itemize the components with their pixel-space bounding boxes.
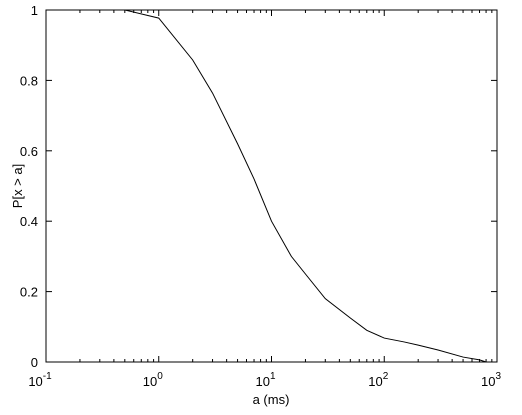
x-tick-exponent: -1 [43,371,52,382]
y-axis-label: P[x > a] [10,164,25,208]
x-tick-label: 101 [255,371,275,389]
x-tick-exponent: 0 [157,371,163,382]
y-tick-label: 1 [31,3,38,18]
y-tick-label: 0.8 [20,73,38,88]
x-tick-exponent: 1 [270,371,276,382]
x-tick-base: 10 [255,374,269,389]
x-tick-label: 102 [368,371,388,389]
x-tick-label: 10-1 [28,371,52,389]
x-tick-label: 103 [481,371,501,389]
data-line [124,9,487,363]
x-tick-base: 10 [368,374,382,389]
y-tick-label: 0.6 [20,144,38,159]
x-tick-base: 10 [481,374,495,389]
y-tick-label: 0.2 [20,285,38,300]
x-tick-label: 100 [143,371,163,389]
x-tick-exponent: 3 [495,371,501,382]
x-tick-base: 10 [28,374,42,389]
y-tick-label: 0.4 [20,214,38,229]
x-tick-base: 10 [143,374,157,389]
y-tick-label: 0 [31,355,38,370]
x-axis-label: a (ms) [253,392,290,407]
x-tick-exponent: 2 [383,371,389,382]
